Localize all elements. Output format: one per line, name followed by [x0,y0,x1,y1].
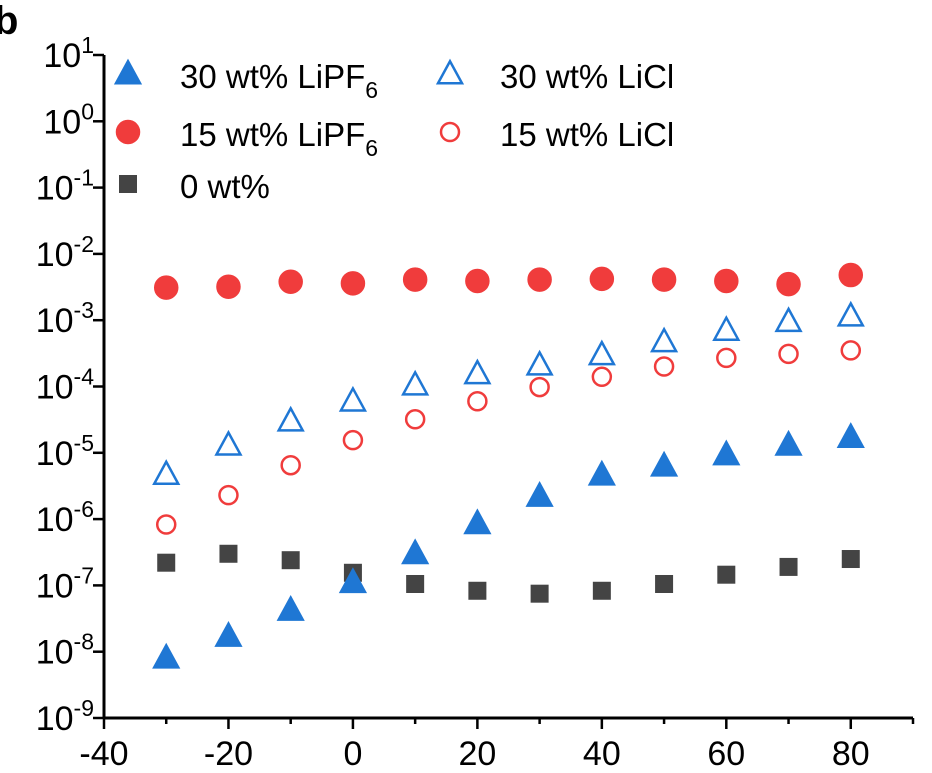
data-point [651,267,677,292]
data-point [712,439,741,466]
data-point [468,581,487,600]
data-point [776,271,801,297]
data-point [649,326,679,353]
data-point [216,274,241,299]
plot-frame [102,55,913,720]
legend-label: 15 wt% LiCl [500,116,674,153]
y-tick-label: 10-4 [36,364,94,407]
data-point [774,306,803,333]
data-point [841,550,860,569]
data-point [465,268,490,294]
data-markers [152,262,865,669]
data-point [527,267,552,292]
data-point [836,422,865,449]
y-tick-label: 10-3 [36,297,94,340]
data-point [525,481,554,507]
data-point [591,366,613,388]
data-point [214,429,243,456]
data-point [401,369,430,396]
x-tick-label: 40 [583,735,621,773]
data-point [218,484,239,506]
panel-label: b [0,0,18,43]
data-point [717,565,736,584]
data-point [152,459,181,486]
x-tick-label: 80 [832,735,870,773]
data-point [840,340,862,361]
legend: 30 wt% LiPF6 30 wt% LiCl 15 wt% LiPF6 15 wt… [113,58,674,205]
data-point [281,551,300,570]
x-tick-label: 20 [458,735,496,773]
data-point [278,269,303,295]
data-point [653,356,675,377]
data-point [529,376,550,398]
y-tick-label: 10-1 [36,165,94,208]
y-tick-label: 10-7 [36,562,94,605]
legend-label: 0 wt% [180,168,270,205]
data-point [340,271,366,296]
x-tick-label: 0 [343,735,362,773]
data-point [342,429,364,451]
data-point [463,358,492,385]
data-point [406,574,425,593]
data-point [592,581,611,600]
data-point [655,574,674,593]
y-tick-label: 10-9 [36,695,94,738]
data-point [589,266,615,292]
legend-marker [113,58,143,85]
legend-marker [439,121,461,143]
data-point [463,508,492,535]
y-tick-label: 101 [43,32,94,75]
legend-label: 30 wt% LiPF6 [180,58,378,103]
y-tick-label: 10-8 [36,629,94,672]
data-point [155,514,177,535]
x-tick-label: 60 [707,735,745,773]
data-point [530,584,549,603]
data-point [716,347,737,369]
data-point [836,300,865,327]
legend-label: 15 wt% LiPF6 [180,116,378,161]
data-point [214,621,243,647]
data-point [714,268,739,294]
data-point [157,553,176,572]
x-tick-label: -20 [204,735,253,773]
data-point [152,642,181,669]
y-tick-label: 10-6 [36,496,94,539]
data-point [338,567,368,594]
data-point [838,262,864,288]
data-point [401,538,430,565]
data-point [402,267,428,292]
legend-marker [435,58,465,85]
legend-marker [115,119,141,145]
data-point [404,409,426,430]
data-point [587,339,616,366]
y-tick-label: 10-2 [36,231,94,274]
x-axis: -40 -20 0 20 40 60 80 [79,718,915,773]
legend-label: 30 wt% LiCl [500,58,674,95]
y-axis: 10-9 10-8 10-7 10-6 10-5 10-4 10-3 10-2 10-1 100 1… [36,32,104,738]
data-point [587,459,616,486]
data-point [778,343,799,365]
data-point [649,450,679,477]
data-point [525,349,554,376]
data-point [712,315,741,341]
data-point [338,385,368,412]
data-point [276,405,305,432]
legend-marker [119,175,137,193]
data-point [280,454,301,476]
data-point [153,275,179,300]
data-point [276,595,305,621]
data-point [219,544,238,563]
data-point [467,390,488,412]
x-tick-label: -40 [79,735,128,773]
y-tick-label: 100 [43,98,94,141]
data-point [774,429,803,456]
data-point [779,557,798,576]
y-tick-label: 10-5 [36,430,94,473]
